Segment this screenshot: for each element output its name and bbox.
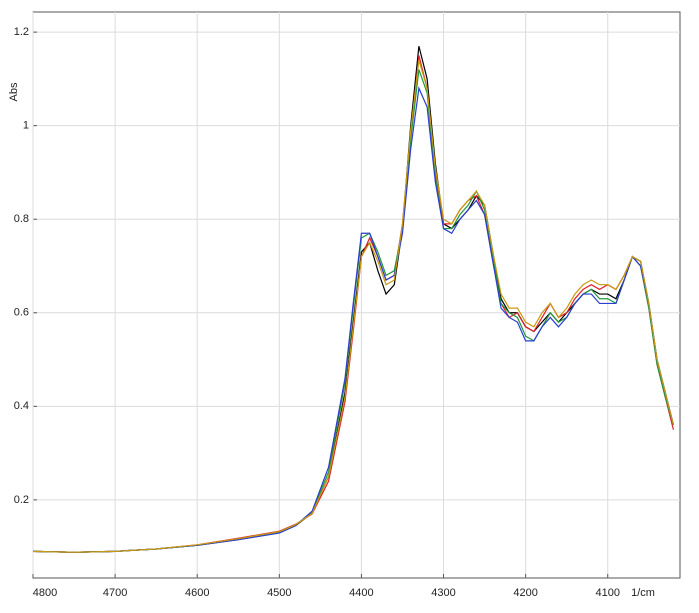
y-tick-label: 0.2 xyxy=(14,494,29,506)
x-tick-label: 4400 xyxy=(349,587,373,599)
spectrum-line xyxy=(32,69,675,553)
y-axis-label: Abs xyxy=(8,82,20,101)
x-tick-label: 4200 xyxy=(513,587,537,599)
y-tick-label: 0.8 xyxy=(14,213,29,225)
spectrum-line xyxy=(32,86,675,553)
y-tick-label: 1 xyxy=(23,120,29,132)
x-tick-label: 4300 xyxy=(431,587,455,599)
x-tick-label: 4100 xyxy=(596,587,620,599)
y-tick-label: 0.4 xyxy=(14,400,29,412)
x-tick-label: 4500 xyxy=(267,587,291,599)
y-tick-label: 1.2 xyxy=(14,26,29,38)
spectrum-line xyxy=(32,60,675,553)
x-tick-label: 4700 xyxy=(103,587,127,599)
x-axis-label: 1/cm xyxy=(631,587,655,599)
x-tick-label: 4800 xyxy=(33,587,57,599)
y-tick-label: 0.6 xyxy=(14,307,29,319)
x-tick-label: 4600 xyxy=(185,587,209,599)
